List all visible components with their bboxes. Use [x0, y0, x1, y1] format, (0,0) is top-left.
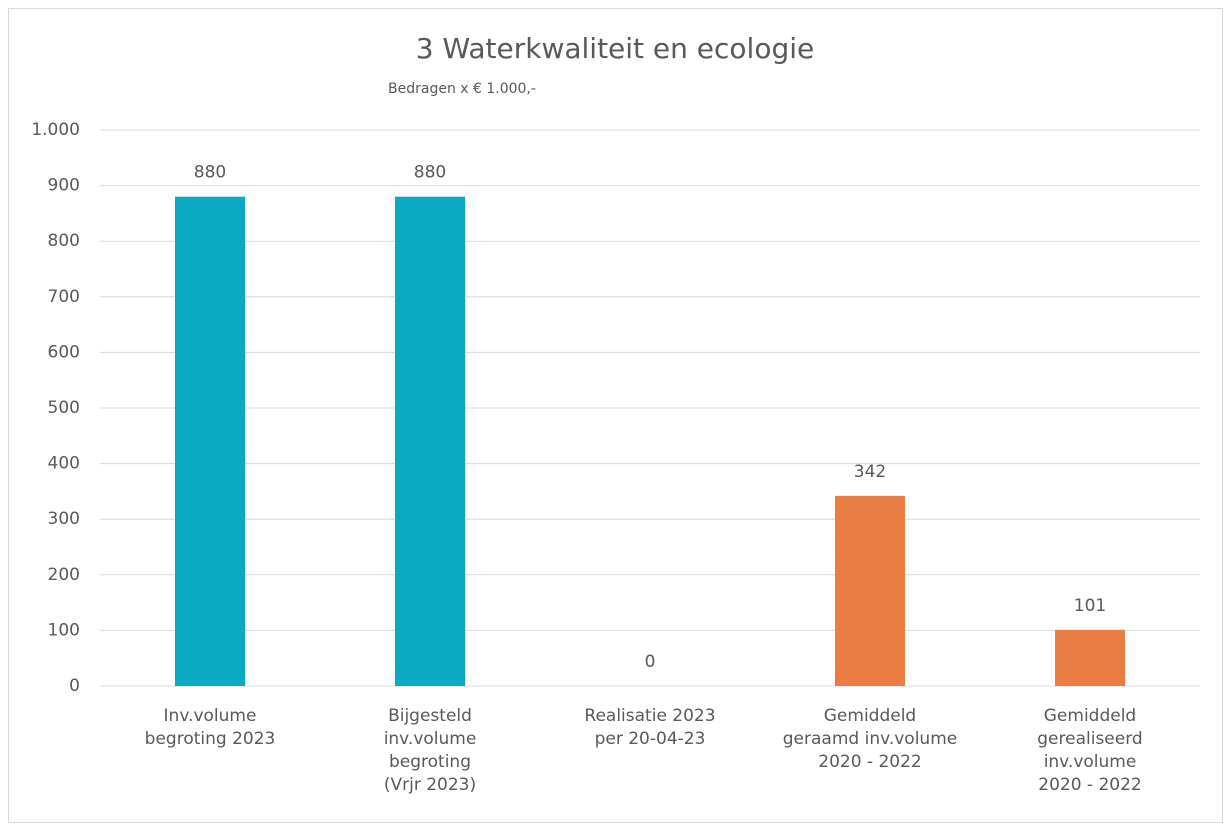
y-tick-label: 400 [48, 454, 80, 474]
chart-title: 3 Waterkwaliteit en ecologie [416, 32, 815, 65]
y-tick-label: 1.000 [31, 120, 80, 140]
y-tick-label: 600 [48, 342, 80, 362]
y-tick-label: 700 [48, 287, 80, 307]
x-tick-label: Bijgesteld inv.volume begroting (Vrjr 20… [383, 706, 477, 795]
bar [1055, 629, 1125, 686]
y-tick-label: 100 [48, 620, 80, 640]
x-tick-label: Gemiddeld gerealiseerd inv.volume 2020 -… [1037, 706, 1143, 795]
chart-subtitle: Bedragen x € 1.000,- [388, 81, 536, 97]
bar [395, 196, 465, 686]
data-label: 342 [854, 462, 886, 482]
data-label: 0 [645, 652, 656, 672]
y-tick-label: 300 [48, 509, 80, 529]
y-tick-label: 800 [48, 231, 80, 251]
bar [175, 196, 245, 686]
data-label: 880 [414, 163, 446, 183]
data-label: 880 [194, 163, 226, 183]
y-tick-label: 900 [48, 176, 80, 196]
x-tick-label: Inv.volume begroting 2023 [144, 706, 276, 749]
y-tick-label: 500 [48, 398, 80, 418]
data-label: 101 [1074, 596, 1106, 616]
y-tick-label: 200 [48, 565, 80, 585]
x-tick-label: Realisatie 2023 per 20-04-23 [584, 706, 716, 749]
bar [835, 495, 905, 686]
y-tick-label: 0 [69, 676, 80, 696]
x-tick-label: Gemiddeld geraamd inv.volume 2020 - 2022 [782, 706, 958, 772]
